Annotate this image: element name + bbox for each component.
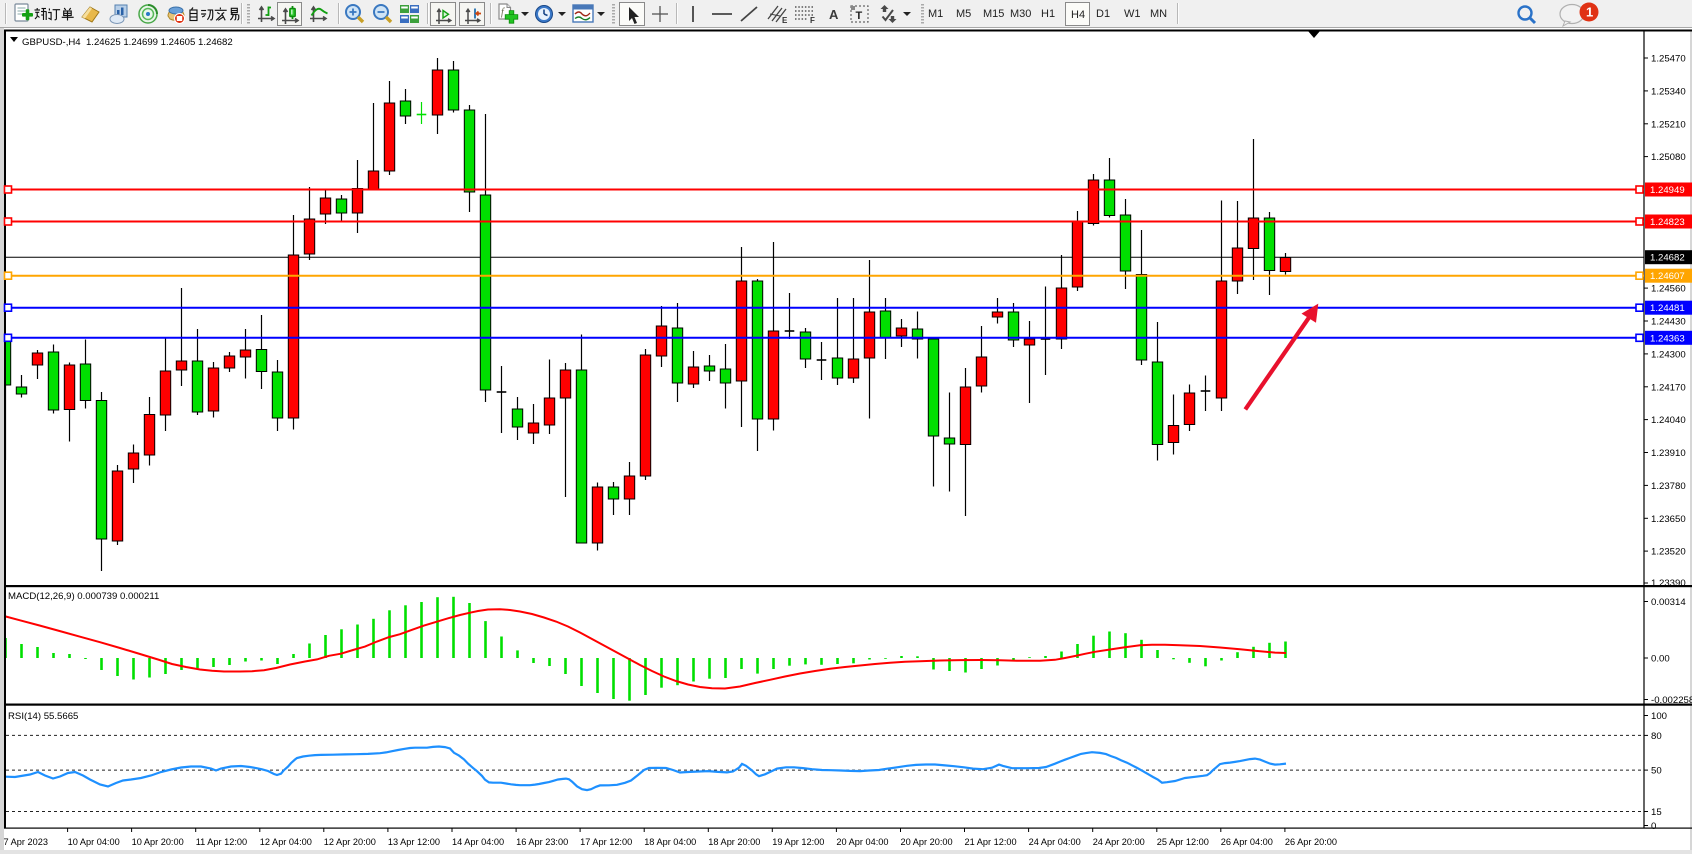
svg-text:0.00: 0.00 <box>1651 654 1670 665</box>
svg-text:26 Apr 20:00: 26 Apr 20:00 <box>1285 837 1337 847</box>
svg-text:17 Apr 12:00: 17 Apr 12:00 <box>580 837 632 847</box>
svg-text:MACD(12,26,9) 0.000739 0.00021: MACD(12,26,9) 0.000739 0.000211 <box>8 591 159 602</box>
svg-text:1.25470: 1.25470 <box>1651 54 1686 65</box>
svg-text:1.23390: 1.23390 <box>1651 578 1686 589</box>
svg-text:1.24823: 1.24823 <box>1650 217 1685 228</box>
svg-text:F: F <box>810 16 815 25</box>
svg-text:50: 50 <box>1651 766 1662 777</box>
svg-text:E: E <box>782 16 788 25</box>
svg-text:19 Apr 12:00: 19 Apr 12:00 <box>772 837 824 847</box>
svg-text:1.25210: 1.25210 <box>1651 119 1686 130</box>
svg-text:1.24949: 1.24949 <box>1650 185 1685 196</box>
svg-text:12 Apr 04:00: 12 Apr 04:00 <box>260 837 312 847</box>
svg-text:24 Apr 04:00: 24 Apr 04:00 <box>1029 837 1081 847</box>
svg-text:1.24170: 1.24170 <box>1651 382 1686 393</box>
svg-text:T: T <box>856 10 863 22</box>
svg-text:26 Apr 04:00: 26 Apr 04:00 <box>1221 837 1273 847</box>
svg-text:1.24481: 1.24481 <box>1650 303 1685 314</box>
svg-text:1.25340: 1.25340 <box>1651 86 1686 97</box>
svg-text:1.23910: 1.23910 <box>1651 448 1686 459</box>
svg-text:RSI(14) 55.5665: RSI(14) 55.5665 <box>8 711 78 722</box>
svg-text:16 Apr 23:00: 16 Apr 23:00 <box>516 837 568 847</box>
svg-text:1.24430: 1.24430 <box>1651 317 1686 328</box>
svg-text:1.24682: 1.24682 <box>1650 253 1685 264</box>
svg-text:7 Apr 2023: 7 Apr 2023 <box>4 837 48 847</box>
svg-text:18 Apr 20:00: 18 Apr 20:00 <box>708 837 760 847</box>
svg-text:24 Apr 20:00: 24 Apr 20:00 <box>1093 837 1145 847</box>
svg-text:1: 1 <box>1586 5 1593 20</box>
svg-text:1.24607: 1.24607 <box>1650 271 1685 282</box>
svg-text:1.25080: 1.25080 <box>1651 152 1686 163</box>
svg-text:15: 15 <box>1651 807 1662 818</box>
svg-text:20 Apr 20:00: 20 Apr 20:00 <box>901 837 953 847</box>
svg-text:10 Apr 04:00: 10 Apr 04:00 <box>68 837 120 847</box>
svg-text:1.23780: 1.23780 <box>1651 481 1686 492</box>
svg-text:f: f <box>501 7 505 18</box>
svg-text:0.00314: 0.00314 <box>1651 597 1686 608</box>
svg-text:13 Apr 12:00: 13 Apr 12:00 <box>388 837 440 847</box>
svg-text:1.24363: 1.24363 <box>1650 333 1685 344</box>
svg-text:80: 80 <box>1651 731 1662 742</box>
svg-text:25 Apr 12:00: 25 Apr 12:00 <box>1157 837 1209 847</box>
svg-text:1.24300: 1.24300 <box>1651 349 1686 360</box>
svg-text:GBPUSD-,H4 1.24625 1.24699 1.: GBPUSD-,H4 1.24625 1.24699 1.24605 1.246… <box>22 37 233 48</box>
svg-text:20 Apr 04:00: 20 Apr 04:00 <box>836 837 888 847</box>
svg-text:1.23650: 1.23650 <box>1651 514 1686 525</box>
svg-text:11 Apr 12:00: 11 Apr 12:00 <box>196 837 247 847</box>
svg-text:10 Apr 20:00: 10 Apr 20:00 <box>132 837 184 847</box>
svg-text:-0.002258: -0.002258 <box>1651 695 1692 706</box>
svg-text:0: 0 <box>1651 821 1656 832</box>
svg-text:1.23520: 1.23520 <box>1651 547 1686 558</box>
svg-text:100: 100 <box>1651 711 1667 722</box>
svg-text:21 Apr 12:00: 21 Apr 12:00 <box>965 837 1017 847</box>
svg-text:14 Apr 04:00: 14 Apr 04:00 <box>452 837 504 847</box>
svg-text:12 Apr 20:00: 12 Apr 20:00 <box>324 837 376 847</box>
svg-text:18 Apr 04:00: 18 Apr 04:00 <box>644 837 696 847</box>
svg-text:1.24560: 1.24560 <box>1651 284 1686 295</box>
svg-text:1.24040: 1.24040 <box>1651 415 1686 426</box>
